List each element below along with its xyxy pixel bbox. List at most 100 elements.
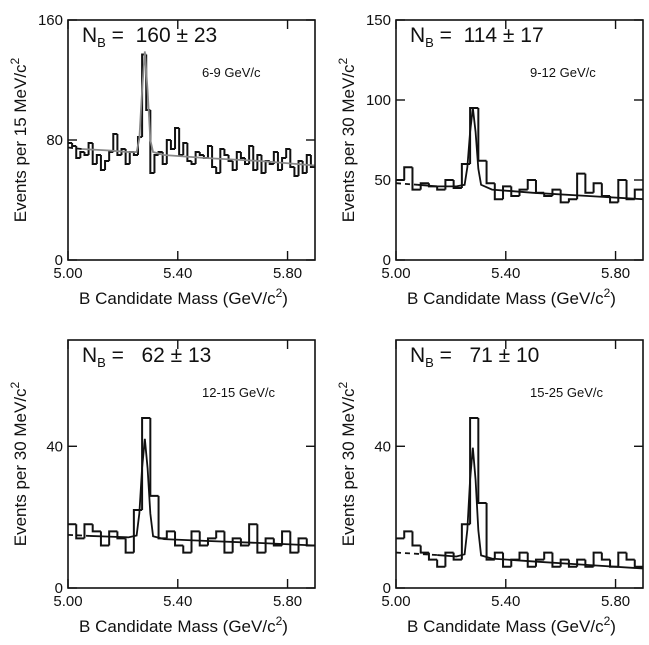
histogram-bin xyxy=(157,495,167,540)
histogram-bin xyxy=(161,152,167,165)
y-tick-label: 80 xyxy=(46,132,63,149)
histogram-bin xyxy=(436,559,446,568)
y-axis-label-text: Events per 30 MeV/c xyxy=(339,388,358,546)
histogram-bin xyxy=(206,145,213,158)
y-tick-label: 40 xyxy=(374,438,391,455)
histogram-bin xyxy=(633,559,643,568)
histogram-bin xyxy=(567,198,578,203)
y-tick-label: 150 xyxy=(366,12,391,29)
histogram-bin xyxy=(419,545,429,554)
x-axis-label-sup: 2 xyxy=(604,614,611,628)
histogram-bin xyxy=(625,552,635,561)
histogram-bin xyxy=(215,167,221,174)
histogram-bin xyxy=(272,151,278,164)
histogram-bin xyxy=(231,537,241,553)
plot-frame xyxy=(67,19,316,261)
histogram-bin xyxy=(83,523,93,539)
histogram-bin xyxy=(124,149,130,165)
histogram-bin xyxy=(211,146,217,168)
fit-extrapolation xyxy=(395,551,438,556)
y-tick-label: 0 xyxy=(55,252,63,269)
x-tick-label: 5.40 xyxy=(163,593,192,610)
yield-value: = 62 ± 13 xyxy=(106,344,212,367)
histogram-bin xyxy=(178,128,184,156)
histogram-bin xyxy=(285,148,291,158)
panel: 0 80 160 5.00 5.40 5.80 NB = 160 ± 23 6-9 GeV/c… xyxy=(8,12,316,308)
histogram-bin xyxy=(477,108,487,162)
x-axis-label: B Candidate Mass (GeV/c2) xyxy=(407,286,616,308)
histogram-bin xyxy=(293,167,299,177)
panel: 0 40 5.00 5.40 5.80 NB = 62 ± 13 12-15 GeV/c Ev… xyxy=(8,339,316,636)
histogram-bin xyxy=(248,523,258,546)
histogram-bin xyxy=(194,151,200,164)
yield-value: = 71 ± 10 xyxy=(434,344,540,367)
yield-subscript: B xyxy=(425,35,434,50)
fit-curve xyxy=(437,447,644,570)
y-axis-label-sup: 2 xyxy=(336,57,350,64)
x-tick-label: 5.80 xyxy=(273,265,302,282)
x-axis-label-end: ) xyxy=(282,617,288,636)
histogram-bin xyxy=(452,552,462,561)
histogram-bin xyxy=(403,166,413,180)
y-axis-label: Events per 15 MeV/c2 xyxy=(8,57,30,222)
histogram-bin xyxy=(83,152,89,156)
yield-symbol: N xyxy=(410,24,425,47)
signal-yield: NB = 160 ± 23 xyxy=(82,24,217,50)
histogram-bin xyxy=(87,142,93,155)
histogram-bin xyxy=(95,154,101,164)
histogram-bin xyxy=(436,186,446,191)
x-axis-label-sup: 2 xyxy=(276,286,283,300)
histogram-bin xyxy=(91,524,101,533)
histogram-bin xyxy=(190,161,196,165)
fit-extrapolation xyxy=(67,533,90,537)
histogram-bin xyxy=(112,133,118,152)
pt-range-label: 6-9 GeV/c xyxy=(202,65,261,80)
histogram-bin xyxy=(592,182,602,193)
histogram-bin xyxy=(99,155,106,171)
histogram-bin xyxy=(256,154,262,170)
histogram-bin xyxy=(592,551,602,567)
histogram-bin xyxy=(600,552,611,561)
histogram-bin xyxy=(411,167,421,191)
histogram-bin xyxy=(235,151,241,170)
x-axis-label-text: B Candidate Mass (GeV/c xyxy=(407,289,604,308)
histogram-bin xyxy=(190,530,200,553)
y-tick-label: 100 xyxy=(366,92,391,109)
histogram-bin xyxy=(297,537,307,553)
histogram-bin xyxy=(510,186,520,197)
histogram-bin xyxy=(551,552,561,568)
x-axis-label: B Candidate Mass (GeV/c2) xyxy=(407,614,616,636)
histogram-bin xyxy=(223,531,233,554)
histogram-bin xyxy=(305,154,311,173)
signal-yield: NB = 114 ± 17 xyxy=(410,24,544,50)
histogram-bin xyxy=(444,551,454,567)
x-axis-label-text: B Candidate Mass (GeV/c xyxy=(407,617,604,636)
histogram-bin xyxy=(108,151,114,161)
yield-subscript: B xyxy=(97,35,106,50)
histogram-bin xyxy=(403,530,413,539)
x-axis-label-sup: 2 xyxy=(276,614,283,628)
histogram-bin xyxy=(567,559,578,568)
histogram-bin xyxy=(174,127,180,149)
histogram-bin xyxy=(272,538,283,547)
pt-range-label: 15-25 GeV/c xyxy=(530,385,603,400)
histogram-bin xyxy=(198,531,208,547)
histogram-bin xyxy=(174,531,184,547)
histogram-bin xyxy=(239,538,250,547)
x-axis-label-sup: 2 xyxy=(604,286,611,300)
histogram-bin xyxy=(559,558,569,567)
histogram-bin xyxy=(215,530,225,539)
signal-yield: NB = 71 ± 10 xyxy=(410,344,539,370)
x-tick-label: 5.80 xyxy=(601,265,630,282)
histogram-bin xyxy=(231,161,237,171)
histogram-bin xyxy=(485,160,495,185)
y-tick-label: 0 xyxy=(55,580,63,597)
y-axis-label-sup: 2 xyxy=(336,381,350,388)
fit-extrapolation xyxy=(395,182,419,186)
histogram-bin xyxy=(281,530,291,546)
histogram-bin xyxy=(198,152,204,156)
histogram-bin xyxy=(419,182,429,190)
histogram-bin xyxy=(502,185,512,200)
yield-value: = 114 ± 17 xyxy=(434,24,544,47)
